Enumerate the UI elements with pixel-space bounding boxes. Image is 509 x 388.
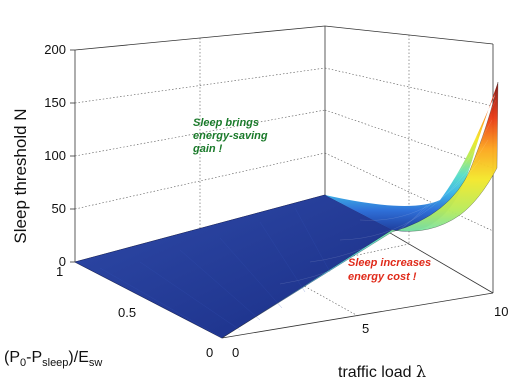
y-tick-05: 0.5 [118, 305, 136, 320]
z-tick-100: 100 [44, 148, 66, 163]
z-tick-150: 150 [44, 95, 66, 110]
annotation-saving-line-1: Sleep brings [193, 117, 259, 129]
grid-z-100-right [324, 109, 494, 169]
annotation-saving-line-3: gain ! [192, 143, 223, 155]
x-tick-10: 10 [494, 304, 508, 319]
x-tick-labels: 0 5 10 [232, 304, 508, 360]
surface-mesh [279, 99, 497, 285]
grid-z-150-right [324, 67, 494, 107]
y-tick-labels: 1 0.5 0 [56, 264, 213, 360]
annotation-energy-saving: Sleep brings energy-saving gain ! [192, 117, 268, 155]
z-tick-200: 200 [44, 42, 66, 57]
grid-z-50-right [324, 152, 494, 232]
y-tick-0: 0 [206, 345, 213, 360]
surface-facets [99, 207, 331, 339]
x-tick-5: 5 [362, 321, 369, 336]
y-tick-1: 1 [56, 264, 63, 279]
annotation-cost-line-2: energy cost ! [348, 271, 417, 283]
z-axis-label: Sleep threshold N [11, 108, 30, 243]
surface-front-sheet [221, 81, 499, 339]
tick-marks [70, 49, 75, 263]
annotation-saving-line-2: energy-saving [193, 130, 268, 142]
grid-z-50-left [74, 152, 326, 210]
x-tick-0: 0 [232, 345, 239, 360]
z-tick-labels: 0 50 100 150 200 [44, 42, 66, 269]
annotation-cost-line-1: Sleep increases [348, 257, 431, 269]
grid-z-150-left [74, 67, 326, 104]
z-tick-50: 50 [52, 201, 66, 216]
z-tick-0: 0 [59, 254, 66, 269]
surface [74, 81, 499, 339]
annotation-energy-cost: Sleep increases energy cost ! [348, 257, 431, 283]
x-axis-label: traffic load λ [338, 362, 426, 381]
y-axis-label: (P0-Psleep)/Esw [4, 349, 102, 369]
